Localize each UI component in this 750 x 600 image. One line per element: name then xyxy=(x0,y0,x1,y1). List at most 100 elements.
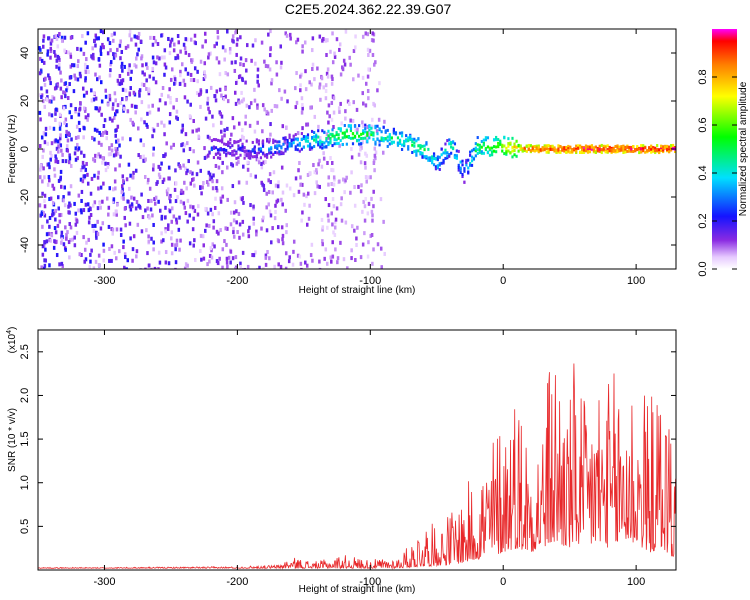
spectrogram-noise-cell xyxy=(96,154,99,159)
spectrogram-streak-cell xyxy=(333,233,337,237)
spectrogram-noise-cell xyxy=(273,216,277,221)
spectrogram-noise-cell xyxy=(123,265,126,269)
spectrogram-noise-cell xyxy=(87,69,90,74)
spectrogram-noise-cell xyxy=(59,175,63,180)
spectrogram-noise-cell xyxy=(349,190,352,195)
spectrogram-noise-cell xyxy=(330,182,333,187)
spectrogram-noise-cell xyxy=(301,126,304,131)
spectrogram-noise-cell xyxy=(277,180,280,185)
spectrogram-noise-cell xyxy=(231,38,234,43)
spectrogram-noise-cell xyxy=(153,266,157,269)
spectrogram-noise-cell xyxy=(101,221,105,226)
spectrogram-noise-cell xyxy=(230,132,233,137)
spectrogram-noise-cell xyxy=(164,152,167,157)
spectrogram-noise-cell xyxy=(109,68,112,73)
spectrogram-noise-cell xyxy=(94,153,97,158)
spectrogram-noise-cell xyxy=(142,158,145,163)
spectrogram-noise-cell xyxy=(210,248,213,253)
spectrogram-noise-cell xyxy=(313,114,317,119)
spectrogram-noise-cell xyxy=(264,262,268,267)
x-tick-label: -100 xyxy=(359,275,381,287)
spectrogram-noise-cell xyxy=(116,78,120,83)
spectrogram-noise-cell xyxy=(235,42,239,47)
spectrogram-noise-cell xyxy=(216,260,220,265)
spectrogram-signal-cell xyxy=(618,149,621,153)
spectrogram-noise-cell xyxy=(62,106,66,111)
spectrogram-noise-cell xyxy=(141,70,144,75)
spectrogram-noise-cell xyxy=(143,72,146,77)
spectrogram-noise-cell xyxy=(119,101,122,106)
spectrogram-signal-cell xyxy=(478,145,481,149)
spectrogram-noise-cell xyxy=(157,267,160,269)
spectrogram-noise-cell xyxy=(262,160,266,165)
spectrogram-noise-cell xyxy=(41,99,45,104)
spectrogram-signal-cell xyxy=(396,136,400,140)
spectrogram-signal-cell xyxy=(290,139,293,143)
spectrogram-noise-cell xyxy=(122,179,125,184)
spectrogram-noise-cell xyxy=(97,186,100,191)
spectrogram-signal-cell xyxy=(349,128,353,132)
spectrogram-noise-cell xyxy=(111,102,115,107)
spectrogram-signal-cell xyxy=(282,151,285,155)
spectrogram-noise-cell xyxy=(134,110,137,115)
spectrogram-noise-cell xyxy=(378,81,381,86)
spectrogram-noise-cell xyxy=(252,253,256,258)
spectrogram-noise-cell xyxy=(234,255,238,260)
spectrogram-noise-cell xyxy=(231,256,235,261)
spectrogram-noise-cell xyxy=(361,124,365,129)
spectrogram-signal-cell xyxy=(582,150,586,154)
spectrogram-noise-cell xyxy=(275,104,279,109)
spectrogram-noise-cell xyxy=(55,58,59,63)
spectrogram-signal-cell xyxy=(335,142,338,146)
spectrogram-noise-cell xyxy=(325,71,329,76)
spectrogram-noise-cell xyxy=(180,129,184,134)
spectrogram-noise-cell xyxy=(335,206,339,211)
spectrogram-noise-cell xyxy=(67,160,71,165)
spectrogram-signal-cell xyxy=(218,153,222,157)
spectrogram-signal-cell xyxy=(335,133,338,137)
spectrogram-noise-cell xyxy=(58,136,62,141)
spectrogram-signal-cell xyxy=(366,133,369,137)
spectrogram-noise-cell xyxy=(48,224,51,229)
spectrogram-noise-cell xyxy=(217,231,220,236)
spectrogram-noise-cell xyxy=(348,55,351,60)
spectrogram-signal-cell xyxy=(403,139,406,143)
spectrogram-noise-cell xyxy=(64,50,68,55)
spectrogram-noise-cell xyxy=(42,34,46,39)
spectrogram-noise-cell xyxy=(231,163,235,168)
spectrogram-signal-cell xyxy=(405,134,408,138)
spectrogram-signal-cell xyxy=(251,148,254,152)
spectrogram-noise-cell xyxy=(208,110,211,115)
y-tick-label: 0 xyxy=(19,146,31,152)
spectrogram-noise-cell xyxy=(83,174,87,179)
spectrogram-signal-cell xyxy=(668,148,671,152)
spectrogram-signal-cell xyxy=(274,150,277,154)
spectrogram-signal-cell xyxy=(490,153,494,157)
spectrogram-signal-cell xyxy=(331,134,334,138)
spectrogram-noise-cell xyxy=(113,250,116,255)
spectrogram-noise-cell xyxy=(70,115,73,120)
spectrogram-noise-cell xyxy=(153,197,156,202)
spectrogram-noise-cell xyxy=(193,33,197,38)
spectrogram-noise-cell xyxy=(266,111,270,116)
spectrogram-signal-cell xyxy=(451,147,455,151)
spectrogram-noise-cell xyxy=(124,88,128,93)
spectrogram-marks xyxy=(38,29,676,269)
spectrogram-signal-cell xyxy=(636,145,639,149)
spectrogram-noise-cell xyxy=(246,167,250,172)
spectrogram-signal-cell xyxy=(329,132,332,136)
spectrogram-noise-cell xyxy=(187,159,190,164)
colorbar-tick-label: 0.2 xyxy=(697,213,709,228)
spectrogram-noise-cell xyxy=(162,238,165,243)
spectrogram-signal-cell xyxy=(417,144,420,148)
spectrogram-noise-cell xyxy=(49,55,52,60)
spectrogram-streak-cell xyxy=(330,117,334,122)
spectrogram-noise-cell xyxy=(152,163,155,168)
spectrogram-noise-cell xyxy=(300,267,303,269)
spectrogram-signal-cell xyxy=(296,143,299,147)
spectrogram-noise-cell xyxy=(106,37,110,42)
spectrogram-noise-cell xyxy=(344,29,348,34)
spectrogram-noise-cell xyxy=(361,34,365,39)
spectrogram-signal-cell xyxy=(563,149,566,153)
spectrogram-signal-cell xyxy=(229,141,232,145)
